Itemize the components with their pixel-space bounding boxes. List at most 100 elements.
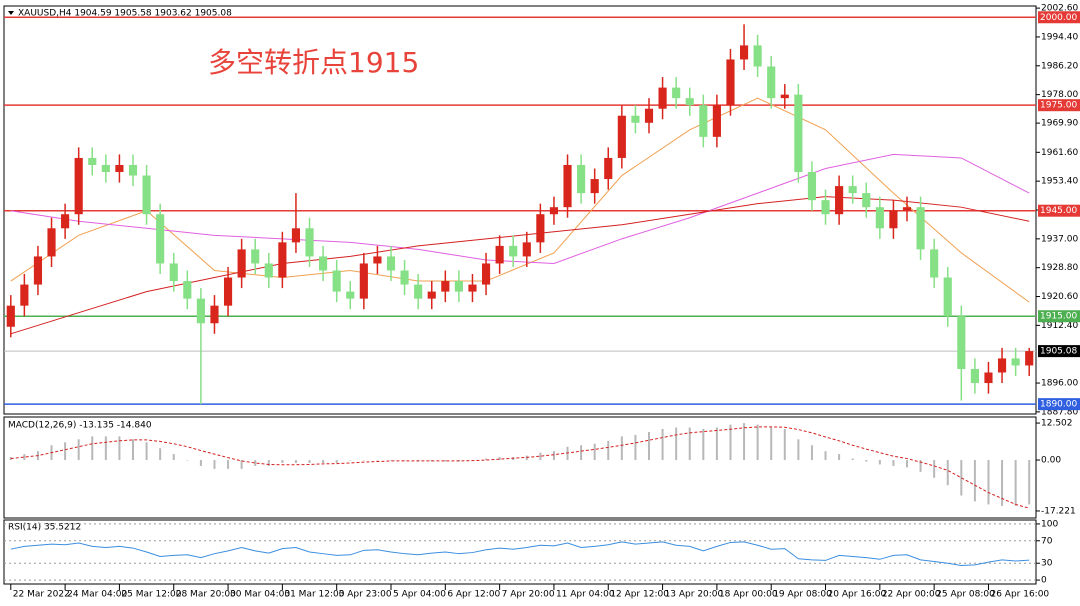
macd-bar xyxy=(688,427,691,461)
macd-bar xyxy=(132,439,134,461)
rsi-title: RSI(14) 35.5212 xyxy=(8,523,81,533)
candle-body xyxy=(767,66,776,99)
candle-body xyxy=(74,157,83,215)
candle-body xyxy=(739,45,749,60)
price-label: 2000.00 xyxy=(1040,13,1077,23)
candle-body xyxy=(957,316,966,369)
price-label-box xyxy=(1038,310,1080,323)
candle-body xyxy=(359,263,368,299)
candle-body xyxy=(196,298,205,324)
candle-body xyxy=(590,179,599,194)
macd-bar xyxy=(294,460,297,463)
candle-body xyxy=(902,207,912,211)
price-label: 1975.00 xyxy=(1040,101,1077,111)
y-tick-label: 1928.80 xyxy=(1041,263,1078,273)
annotation: 多空转折点1915 xyxy=(208,46,419,79)
macd-bar xyxy=(172,454,175,461)
macd-bar xyxy=(756,424,759,461)
candle-body xyxy=(549,207,559,215)
candle-body xyxy=(128,164,138,176)
candle-body xyxy=(156,214,165,264)
menu-triangle[interactable] xyxy=(8,11,14,15)
macd-title: MACD(12,26,9) -13.135 -14.840 xyxy=(8,421,152,431)
y-tick-label: 1887.80 xyxy=(1041,407,1078,417)
candle-body xyxy=(305,228,314,257)
candle-body xyxy=(848,186,857,194)
candle-body xyxy=(835,186,844,215)
macd-bar xyxy=(308,460,311,463)
macd-bar xyxy=(267,460,270,466)
candle-body xyxy=(142,175,151,215)
macd-bar xyxy=(729,424,732,461)
candle-body xyxy=(319,256,328,271)
y-tick-label: 1896.00 xyxy=(1041,379,1078,389)
candle-body xyxy=(88,157,97,165)
candle-body xyxy=(604,157,613,180)
price-label-box xyxy=(1038,204,1080,217)
macd-bar xyxy=(702,428,705,461)
y-tick-label: 100 xyxy=(1041,519,1058,529)
candle-body xyxy=(441,281,450,292)
candle-body xyxy=(33,256,43,285)
x-tick-label: 12 Apr 12:00 xyxy=(610,590,669,600)
candle-body xyxy=(984,372,993,384)
y-tick-label: 1953.40 xyxy=(1041,177,1078,187)
candle-body xyxy=(726,59,735,106)
macd-bar xyxy=(539,452,542,461)
x-tick-label: 18 Apr 00:00 xyxy=(719,590,778,600)
macd-bar xyxy=(498,457,501,461)
macd-bar xyxy=(810,445,813,461)
candle-body xyxy=(753,45,762,67)
candle-body xyxy=(20,284,29,306)
macd-bar xyxy=(607,440,610,461)
x-tick-label: 25 Mar 12:00 xyxy=(121,590,181,600)
candle-body xyxy=(916,207,925,250)
candle-body xyxy=(183,281,192,299)
candle-body xyxy=(251,249,260,264)
macd-bar xyxy=(77,439,80,461)
candle-body xyxy=(481,263,491,285)
x-tick-label: 3 Apr 23:00 xyxy=(339,590,392,600)
candle-body xyxy=(780,94,789,99)
macd-bar xyxy=(973,460,976,502)
candle-body xyxy=(821,200,830,215)
candle-body xyxy=(373,256,382,264)
macd-bar xyxy=(159,448,162,461)
y-tick-label: 1969.90 xyxy=(1041,119,1078,129)
candle-body xyxy=(644,108,654,123)
macd-bar xyxy=(987,460,990,505)
price-label: 1915.00 xyxy=(1040,312,1077,322)
x-tick-label: 5 Apr 04:00 xyxy=(393,590,446,600)
candle-body xyxy=(61,214,70,229)
macd-bar xyxy=(254,460,257,466)
x-tick-label: 13 Apr 20:00 xyxy=(665,590,724,600)
x-tick-label: 19 Apr 08:00 xyxy=(773,590,832,600)
candle-body xyxy=(346,291,355,299)
macd-bar xyxy=(783,428,786,461)
macd-bar xyxy=(9,457,12,461)
candle-body xyxy=(6,305,15,327)
candle-body xyxy=(862,193,871,208)
macd-bar xyxy=(552,451,555,461)
x-tick-label: 31 Mar 12:00 xyxy=(284,590,344,600)
candle-body xyxy=(699,105,708,137)
macd-bar xyxy=(349,460,352,461)
macd-bar xyxy=(145,442,148,461)
candle-body xyxy=(278,242,287,278)
candle-body xyxy=(997,358,1007,373)
macd-bar xyxy=(770,427,773,461)
macd-bar xyxy=(797,439,800,461)
macd-bar xyxy=(892,460,895,466)
x-tick-label: 24 Mar 04:00 xyxy=(67,590,127,600)
y-tick-label: 1961.60 xyxy=(1041,148,1078,158)
x-tick-label: 20 Apr 16:00 xyxy=(828,590,887,600)
macd-bar xyxy=(946,460,949,486)
macd-bar xyxy=(376,460,379,461)
macd-bar xyxy=(743,423,746,461)
macd-bar xyxy=(403,460,406,461)
macd-bar xyxy=(593,443,596,461)
macd-bar xyxy=(485,458,488,461)
macd-bar xyxy=(335,460,338,463)
macd-bar xyxy=(878,460,881,465)
